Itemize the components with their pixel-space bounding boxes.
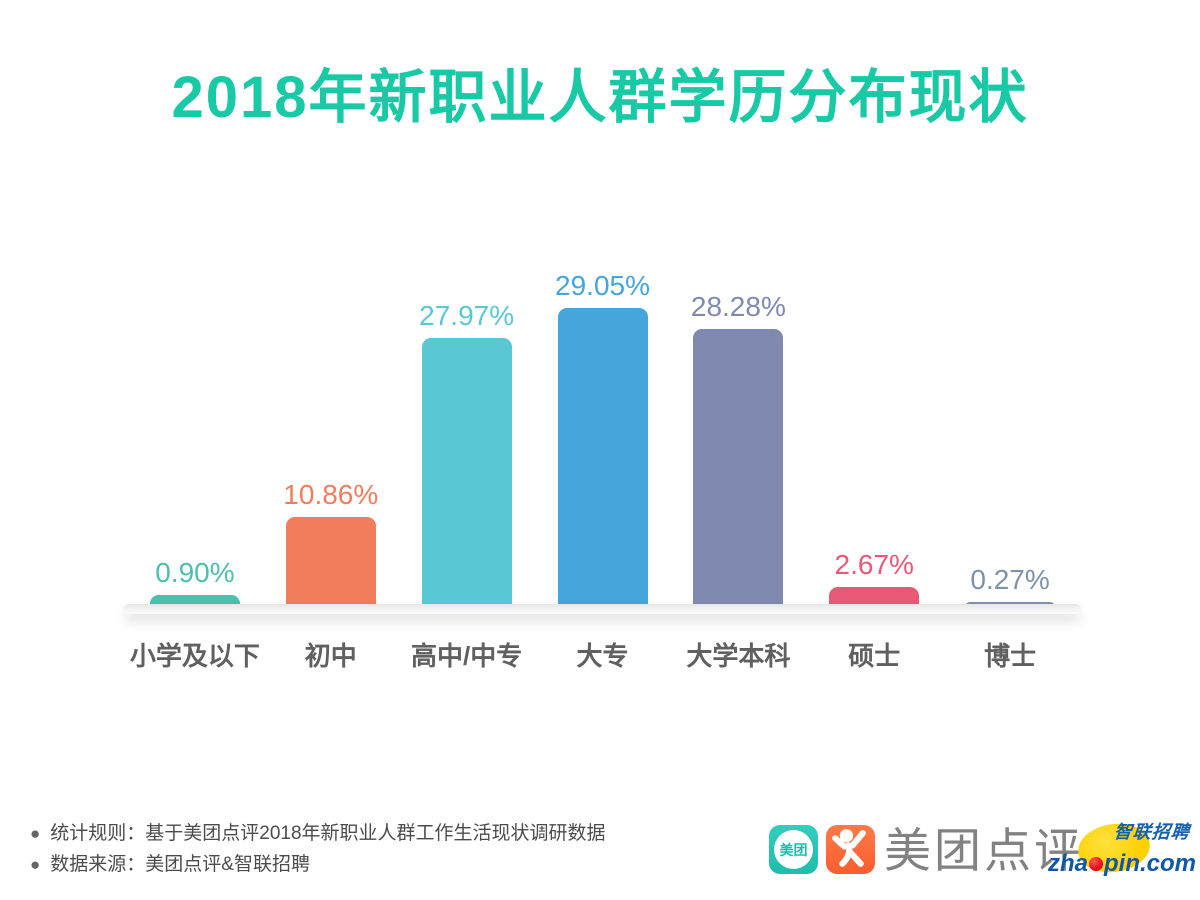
zhaopin-yellow-ellipse-icon [1075, 819, 1153, 877]
zhaopin-en-wordmark: zha pin.com [1048, 850, 1196, 878]
bar-value-label: 29.05% [555, 270, 650, 301]
bar-column: 27.97% [399, 301, 535, 612]
axis-baseline [124, 604, 1081, 614]
bar-value-label: 27.97% [419, 300, 515, 331]
footer-note-line: ● 数据来源：美团点评&智联招聘 [30, 849, 606, 880]
zhaopin-cn-wordmark: 智联招聘 [1112, 822, 1191, 842]
bar [421, 338, 512, 612]
category-label: 大学本科 [686, 641, 791, 671]
meituan-logo-icon: 美团 [769, 825, 818, 874]
page-title: 2018年新职业人群学历分布现状 [171, 65, 1029, 130]
footer-notes: ● 统计规则：基于美团点评2018年新职业人群工作生活现状调研数据 ● 数据来源：美团… [30, 818, 606, 880]
category-label: 高中/中专 [411, 641, 523, 671]
bullet-icon: ● [30, 824, 41, 843]
bar-value-label: 2.67% [834, 549, 914, 580]
bar-value-label: 0.90% [155, 557, 235, 588]
bar-column: 2.67% [806, 550, 942, 612]
bar-column: 10.86% [263, 480, 399, 612]
zhaopin-logo: 智联招聘 zha pin.com [1048, 818, 1196, 882]
footer-note-text: 统计规则：基于美团点评2018年新职业人群工作生活现状调研数据 [50, 823, 606, 844]
bar [285, 517, 376, 612]
dianping-logo-icon [826, 825, 875, 874]
bar [557, 308, 648, 612]
category-label: 大专 [576, 641, 629, 671]
bar-value-label: 10.86% [283, 479, 379, 510]
zhaopin-en-left: zha [1048, 850, 1089, 877]
dianping-figure-icon [832, 829, 866, 867]
category-axis: 小学及以下 初中 高中/中专 大专 大学本科 硕士 博士 [127, 636, 1078, 673]
category-label: 博士 [984, 641, 1037, 671]
bar-chart-plot-area: 0.90% 10.86% 27.97% 29.05% 28.28% 2.67% 0.27% [127, 240, 1078, 612]
bar-value-label: 0.27% [970, 564, 1050, 595]
zhaopin-red-dot-icon [1089, 857, 1104, 871]
meituan-logo-circle: 美团 [774, 830, 813, 869]
meituan-dianping-wordmark: 美团点评 [884, 824, 1084, 877]
bar-column: 29.05% [535, 271, 671, 612]
footer-note-text: 数据来源：美团点评&智联招聘 [50, 854, 310, 875]
category-label: 初中 [304, 641, 357, 671]
zhaopin-en-right: pin.com [1104, 850, 1197, 877]
bullet-icon: ● [30, 855, 41, 874]
footer-note-line: ● 统计规则：基于美团点评2018年新职业人群工作生活现状调研数据 [30, 818, 606, 849]
category-label: 硕士 [848, 641, 901, 671]
meituan-logo-text: 美团 [779, 841, 808, 858]
bar-column: 28.28% [670, 292, 806, 612]
bar-value-label: 28.28% [690, 291, 786, 322]
category-label: 小学及以下 [129, 641, 260, 671]
bar [693, 329, 784, 612]
